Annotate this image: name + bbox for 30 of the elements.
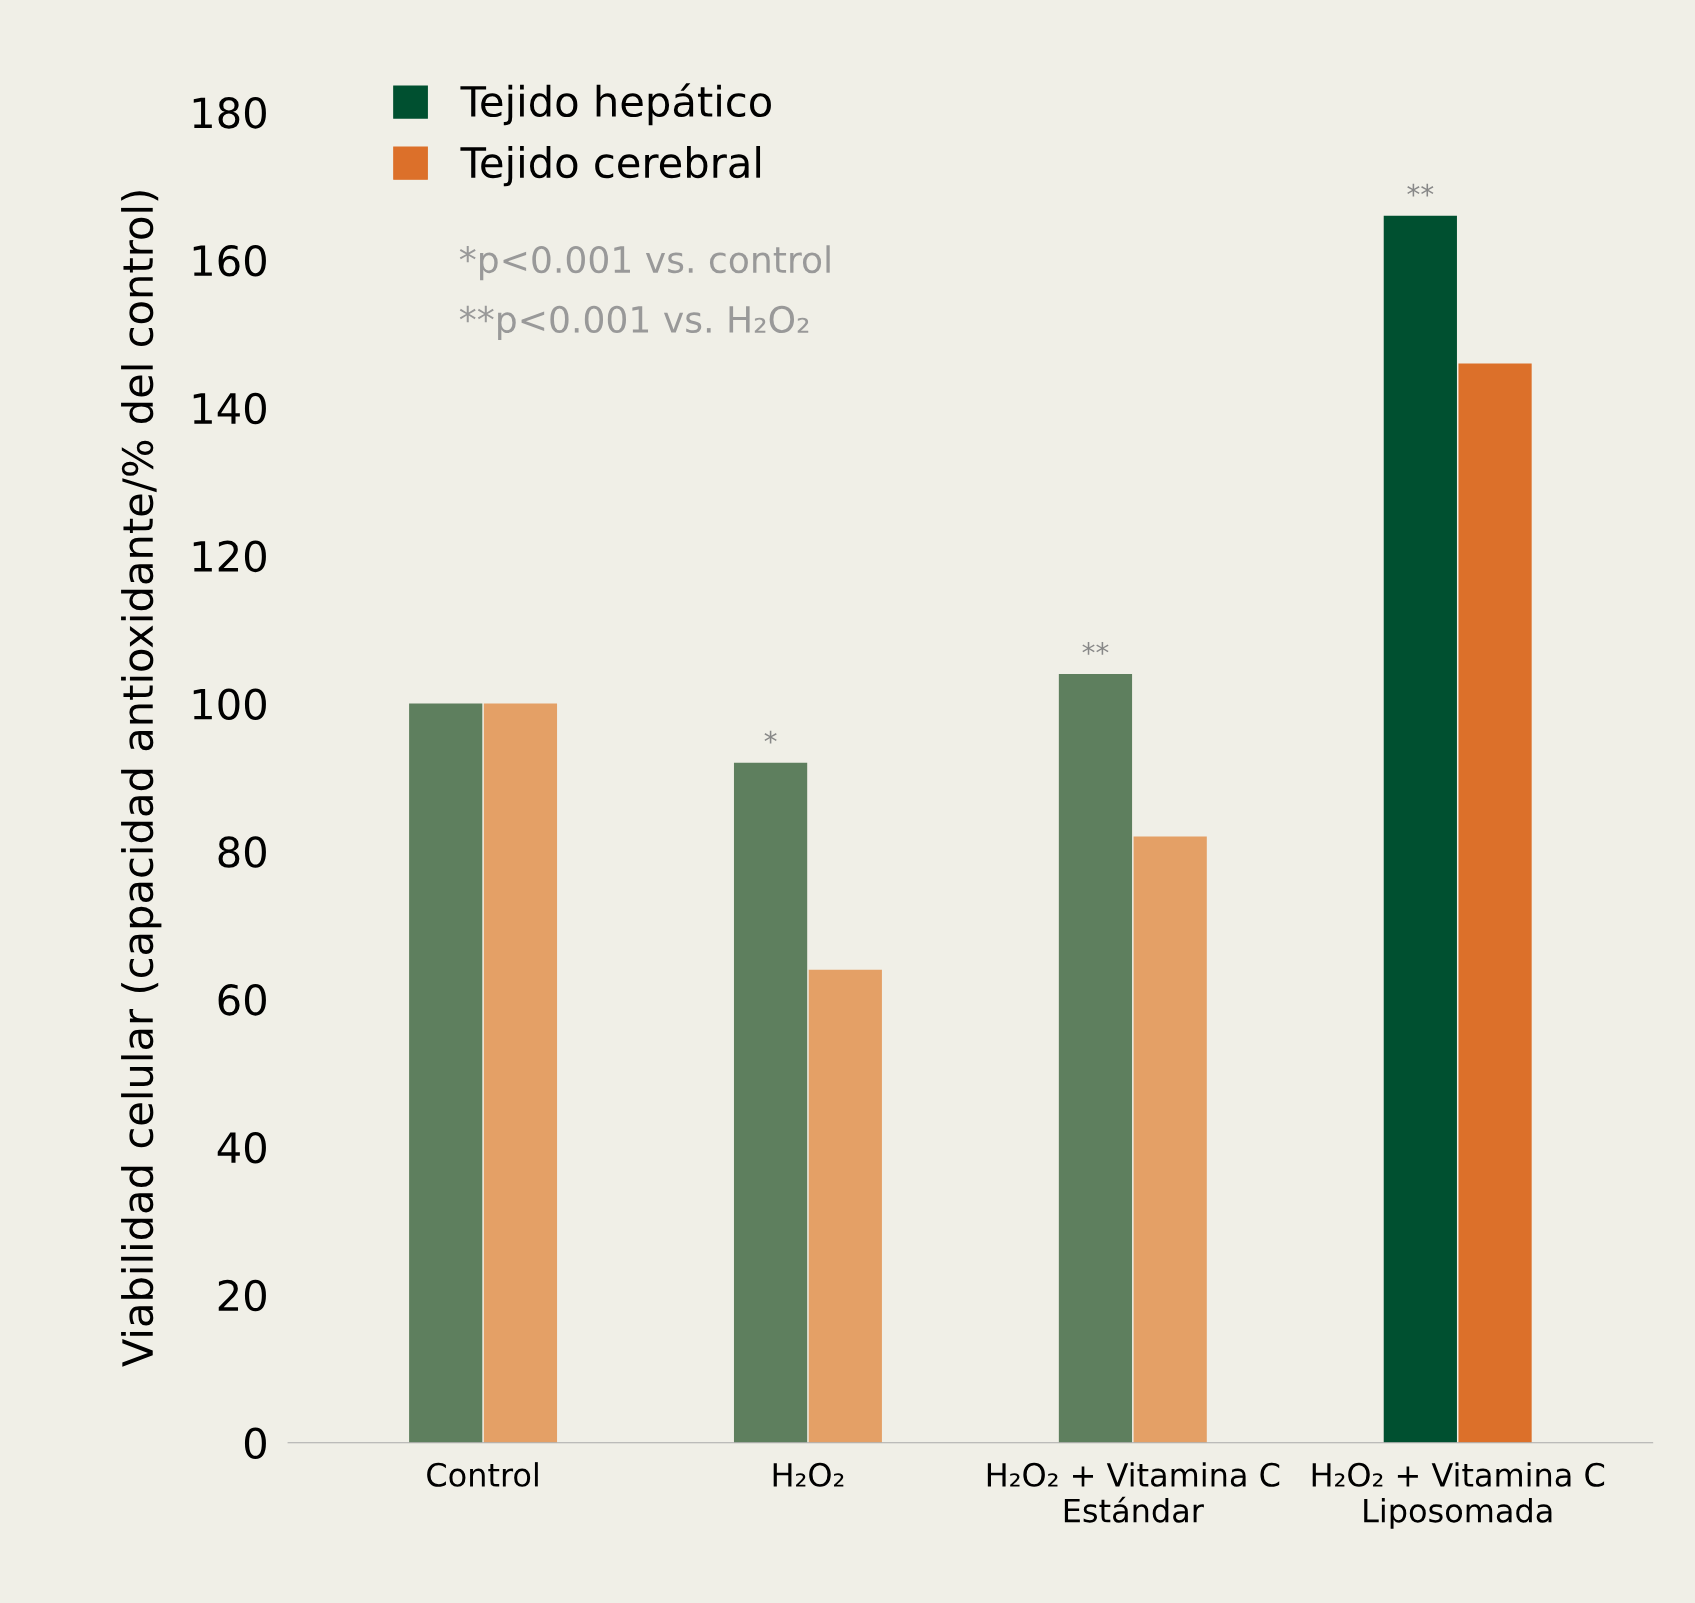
annotation: * <box>764 730 777 744</box>
y-tick-label: 120 <box>193 540 266 573</box>
y-axis-title: Viabilidad celular (capacidad antioxidante/% del control) <box>121 191 162 1367</box>
bar <box>733 762 808 1443</box>
y-tick-label: 20 <box>218 1279 266 1312</box>
y-tick-label: 80 <box>218 836 266 868</box>
y-tick-label: 160 <box>193 244 266 277</box>
bar <box>483 703 558 1443</box>
y-tick-label: 0 <box>244 1427 266 1460</box>
x-tick-label: H₂O₂ <box>773 1462 844 1487</box>
annotation: **p<0.001 vs. H₂O₂ <box>459 305 809 341</box>
bar <box>808 969 882 1443</box>
x-tick-label: H₂O₂ + Vitamina C Estándar <box>987 1462 1280 1523</box>
bar <box>1058 673 1133 1443</box>
bar <box>1458 363 1532 1443</box>
legend-label: Tejido hepático <box>460 83 771 126</box>
bar <box>409 703 483 1443</box>
annotation: *p<0.001 vs. control <box>459 245 830 281</box>
x-tick-label: H₂O₂ + Vitamina C Liposomada <box>1312 1462 1605 1529</box>
y-tick-label: 180 <box>193 97 266 129</box>
annotation: ** <box>1082 642 1109 655</box>
bar <box>1383 215 1457 1443</box>
y-tick-label: 100 <box>193 688 266 720</box>
x-tick-label: Control <box>427 1462 538 1487</box>
y-tick-label: 40 <box>217 1131 266 1164</box>
bar <box>1133 836 1207 1443</box>
y-tick-label: 60 <box>218 984 266 1016</box>
legend-label: Tejido cerebral <box>460 146 761 187</box>
y-tick-label: 140 <box>193 392 266 425</box>
annotation: ** <box>1407 183 1434 197</box>
